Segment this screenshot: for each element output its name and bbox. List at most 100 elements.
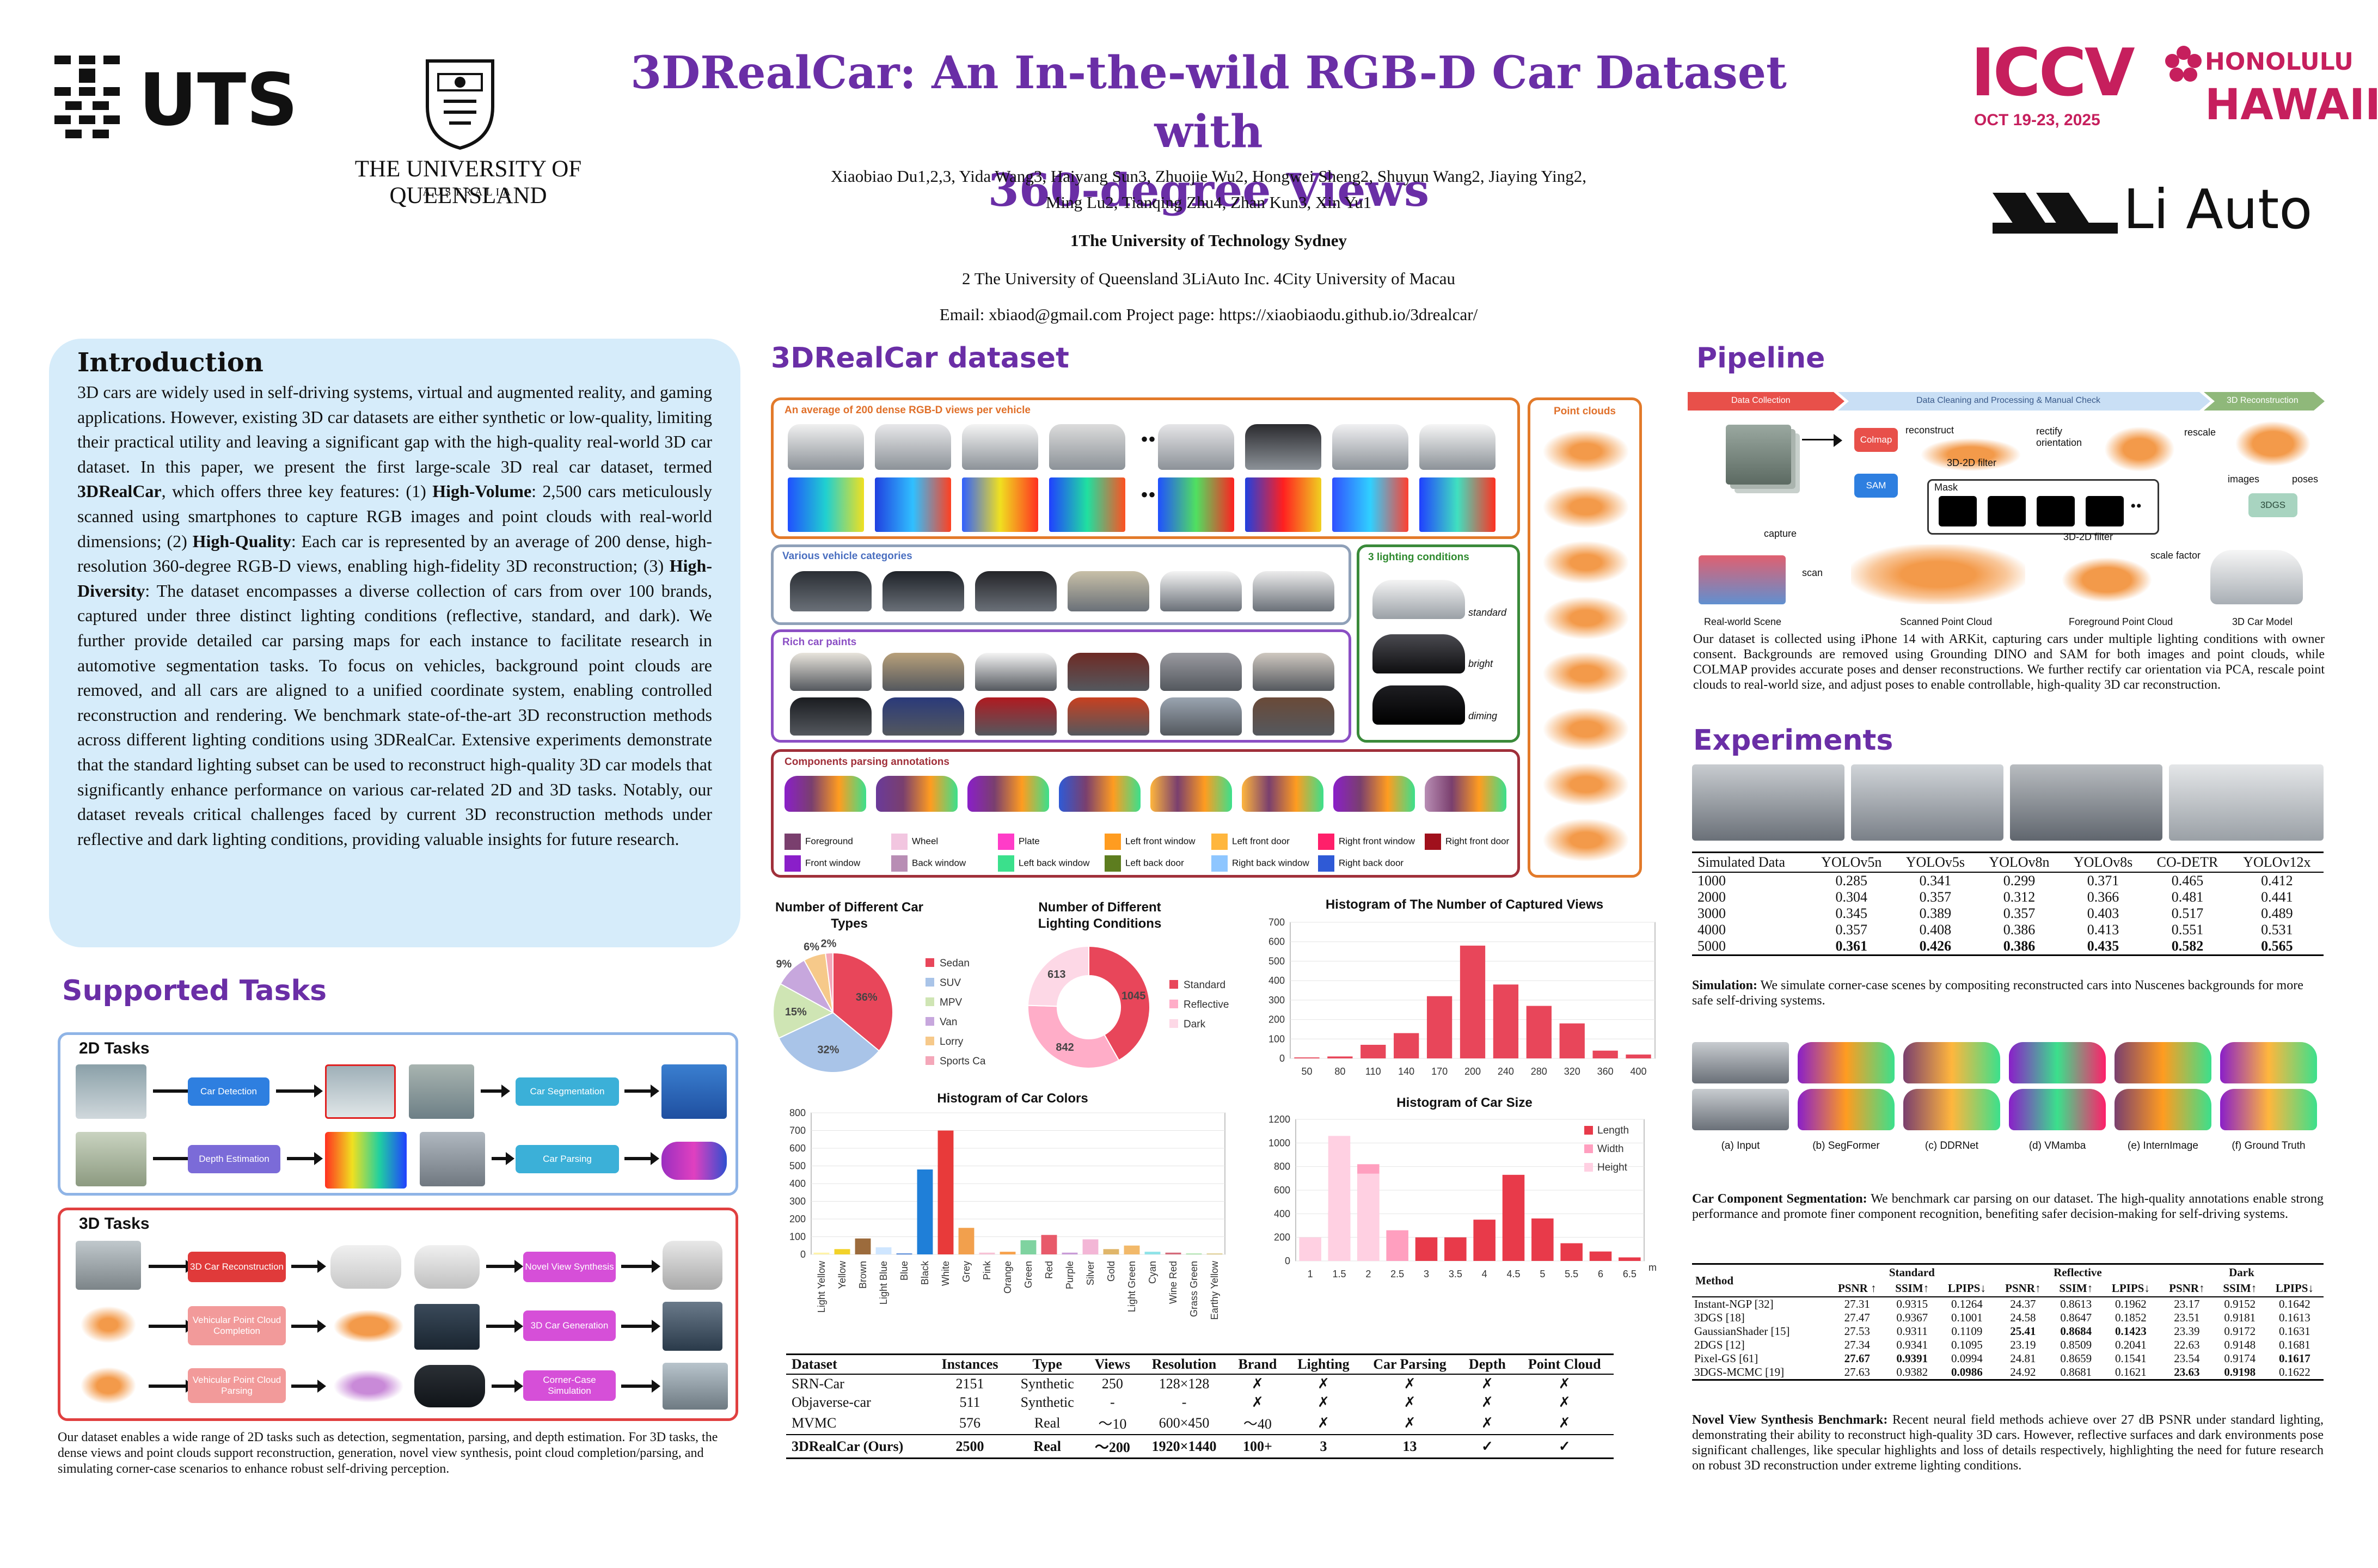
sam-button[interactable]: SAM xyxy=(1854,474,1898,498)
legend-swatch xyxy=(1584,1126,1593,1135)
scanned-pc-label: Scanned Point Cloud xyxy=(1900,616,1993,627)
legend-label: Right back window xyxy=(1232,857,1309,868)
tasks-2d-title: 2D Tasks xyxy=(79,1039,150,1057)
x-tick-label: Light Blue xyxy=(878,1261,889,1304)
parsing-legend-item: Foreground xyxy=(785,834,853,850)
table-cell: ✗ xyxy=(1251,1394,1264,1410)
legend-swatch xyxy=(785,834,801,850)
table-row: Instant-NGP [32] 27.31 0.9315 0.1264 24.37 0.… xyxy=(1692,1297,2324,1311)
parsed-car-image xyxy=(1059,776,1141,812)
x-tick-label: 2.5 xyxy=(1390,1269,1404,1279)
x-tick-label: Black xyxy=(920,1260,930,1285)
hibiscus-icon xyxy=(2165,46,2202,82)
table-cell: 0.8613 xyxy=(2060,1297,2092,1310)
sim-image xyxy=(1692,764,1844,841)
col-header: Resolution xyxy=(1151,1356,1217,1372)
arrow xyxy=(149,1380,194,1393)
pie-slice xyxy=(825,952,833,1013)
x-tick-label: 360 xyxy=(1597,1066,1614,1077)
table-cell: 3DRealCar (Ours) xyxy=(792,1438,904,1454)
depth-view-image xyxy=(1049,477,1125,532)
captured-images xyxy=(1726,425,1791,485)
table-cell: 27.31 xyxy=(1844,1297,1870,1310)
bar xyxy=(1020,1240,1037,1254)
depth-estimation-button[interactable]: Depth Estimation xyxy=(188,1145,280,1173)
group-header: Reflective xyxy=(2054,1266,2102,1279)
x-tick-label: Light Yellow xyxy=(816,1260,827,1313)
car-segmentation-button[interactable]: Car Segmentation xyxy=(516,1077,619,1106)
3dgs-button[interactable]: 3DGS xyxy=(2248,493,2297,517)
views-chart-title: Histogram of The Number of Captured View… xyxy=(1325,897,1604,912)
table-cell: 27.47 xyxy=(1844,1311,1870,1324)
table-cell: ✗ xyxy=(1481,1376,1493,1392)
colors-histogram: 0 100 200 300 400 500 600 700 800 Light Yellow Yel… xyxy=(789,1107,1225,1320)
table-cell: 0.1001 xyxy=(1951,1311,1983,1324)
legend-label: Back window xyxy=(912,857,966,868)
table-cell: 3 xyxy=(1320,1438,1327,1454)
intro-part-1: 3D cars are widely used in self-driving … xyxy=(77,382,712,476)
x-tick-label: 1 xyxy=(1308,1269,1313,1279)
simulation-caption-text: We simulate corner-case scenes by compos… xyxy=(1692,978,2303,1008)
rgb-view-image xyxy=(1419,424,1496,470)
table-cell: 0.8681 xyxy=(2060,1365,2092,1379)
table-row: 1000 0.285 0.341 0.299 0.371 0.465 0.412 xyxy=(1692,872,2324,889)
car-detection-button[interactable]: Car Detection xyxy=(188,1077,269,1106)
bar xyxy=(1124,1245,1140,1254)
table-row: 5000 0.361 0.426 0.386 0.435 0.582 0.565 xyxy=(1692,938,2324,955)
table-cell: 1920×1440 xyxy=(1151,1438,1217,1454)
car-reconstruction-button[interactable]: 3D Car Reconstruction xyxy=(188,1252,286,1282)
table-cell: 23.51 xyxy=(2174,1311,2200,1324)
x-tick-label: 3.5 xyxy=(1449,1269,1462,1279)
table-cell: 0.1631 xyxy=(2279,1325,2310,1338)
metric-header: LPIPS↓ xyxy=(2111,1282,2150,1295)
x-tick-label: Red xyxy=(1044,1261,1055,1279)
legend-label: Left front window xyxy=(1125,836,1196,847)
intro-heading: Introduction xyxy=(77,347,263,378)
table-cell: 0.9198 xyxy=(2224,1365,2256,1379)
car-parsing-button[interactable]: Car Parsing xyxy=(516,1145,619,1173)
legend-label: Left back window xyxy=(1019,857,1090,868)
scan-label: scan xyxy=(1802,567,1823,578)
real-scene-image xyxy=(1699,555,1786,604)
iccv-state: HAWAII xyxy=(2205,81,2378,130)
table-cell: 27.53 xyxy=(1844,1325,1870,1338)
pc-parsing-button[interactable]: Vehicular Point Cloud Parsing xyxy=(188,1368,286,1403)
title-line-2: 360-degree Views xyxy=(988,164,1430,217)
legend-swatch xyxy=(1169,1000,1178,1008)
arrow xyxy=(287,1152,323,1165)
ellipsis-bottom: •• xyxy=(1141,482,1156,507)
bar xyxy=(896,1253,912,1254)
iccv-date: OCT 19-23, 2025 xyxy=(1974,111,2100,129)
bar xyxy=(1426,996,1452,1058)
legend-label: Right front window xyxy=(1339,836,1415,847)
nvs-metric-row: PSNR ↑ SSIM↑ LPIPS↓ PSNR↑ SSIM↑ LPIPS↓ PSNR↑ SS… xyxy=(1692,1281,2324,1297)
legend-swatch xyxy=(926,978,934,987)
colmap-button[interactable]: Colmap xyxy=(1854,428,1898,452)
depth-view-image xyxy=(962,477,1038,532)
corner-case-button[interactable]: Corner-Case Simulation xyxy=(523,1370,616,1401)
table-cell: Synthetic xyxy=(1020,1394,1074,1410)
point-cloud-image xyxy=(1542,541,1629,584)
table-cell: 0.582 xyxy=(2171,938,2204,954)
parsing-legend-item: Left front window xyxy=(1105,834,1196,850)
x-tick-label: Earthy Yellow xyxy=(1209,1260,1220,1320)
mask-image xyxy=(2086,496,2124,526)
bar xyxy=(1560,1243,1583,1261)
pc-completion-button[interactable]: Vehicular Point Cloud Completion xyxy=(188,1306,286,1345)
contact-line[interactable]: Email: xbiaod@gmail.com Project page: ht… xyxy=(939,305,1478,324)
nvs-caption: Novel View Synthesis Benchmark: Recent n… xyxy=(1692,1412,2324,1473)
novel-view-button[interactable]: Novel View Synthesis xyxy=(523,1252,616,1282)
table-cell: Pixel-GS [61] xyxy=(1694,1352,1758,1365)
segmentation-images: (a) Input (b) SegFormer (c) DDRNet (d) VMam… xyxy=(1692,1042,2324,1162)
car-generation-button[interactable]: 3D Car Generation xyxy=(523,1310,616,1341)
table-cell: 0.9172 xyxy=(2224,1325,2256,1338)
table-cell: 0.285 xyxy=(1835,873,1868,889)
table-cell: 0.386 xyxy=(2003,922,2036,938)
bar xyxy=(1626,1054,1651,1058)
pc-parsing-output-image xyxy=(330,1368,407,1404)
x-tick-label: 1.5 xyxy=(1332,1269,1346,1279)
bar xyxy=(1062,1252,1078,1254)
table-cell: 128×128 xyxy=(1159,1376,1210,1392)
stage-reconstruction: 3D Reconstruction xyxy=(2227,396,2299,405)
point-cloud-image xyxy=(1542,763,1629,806)
